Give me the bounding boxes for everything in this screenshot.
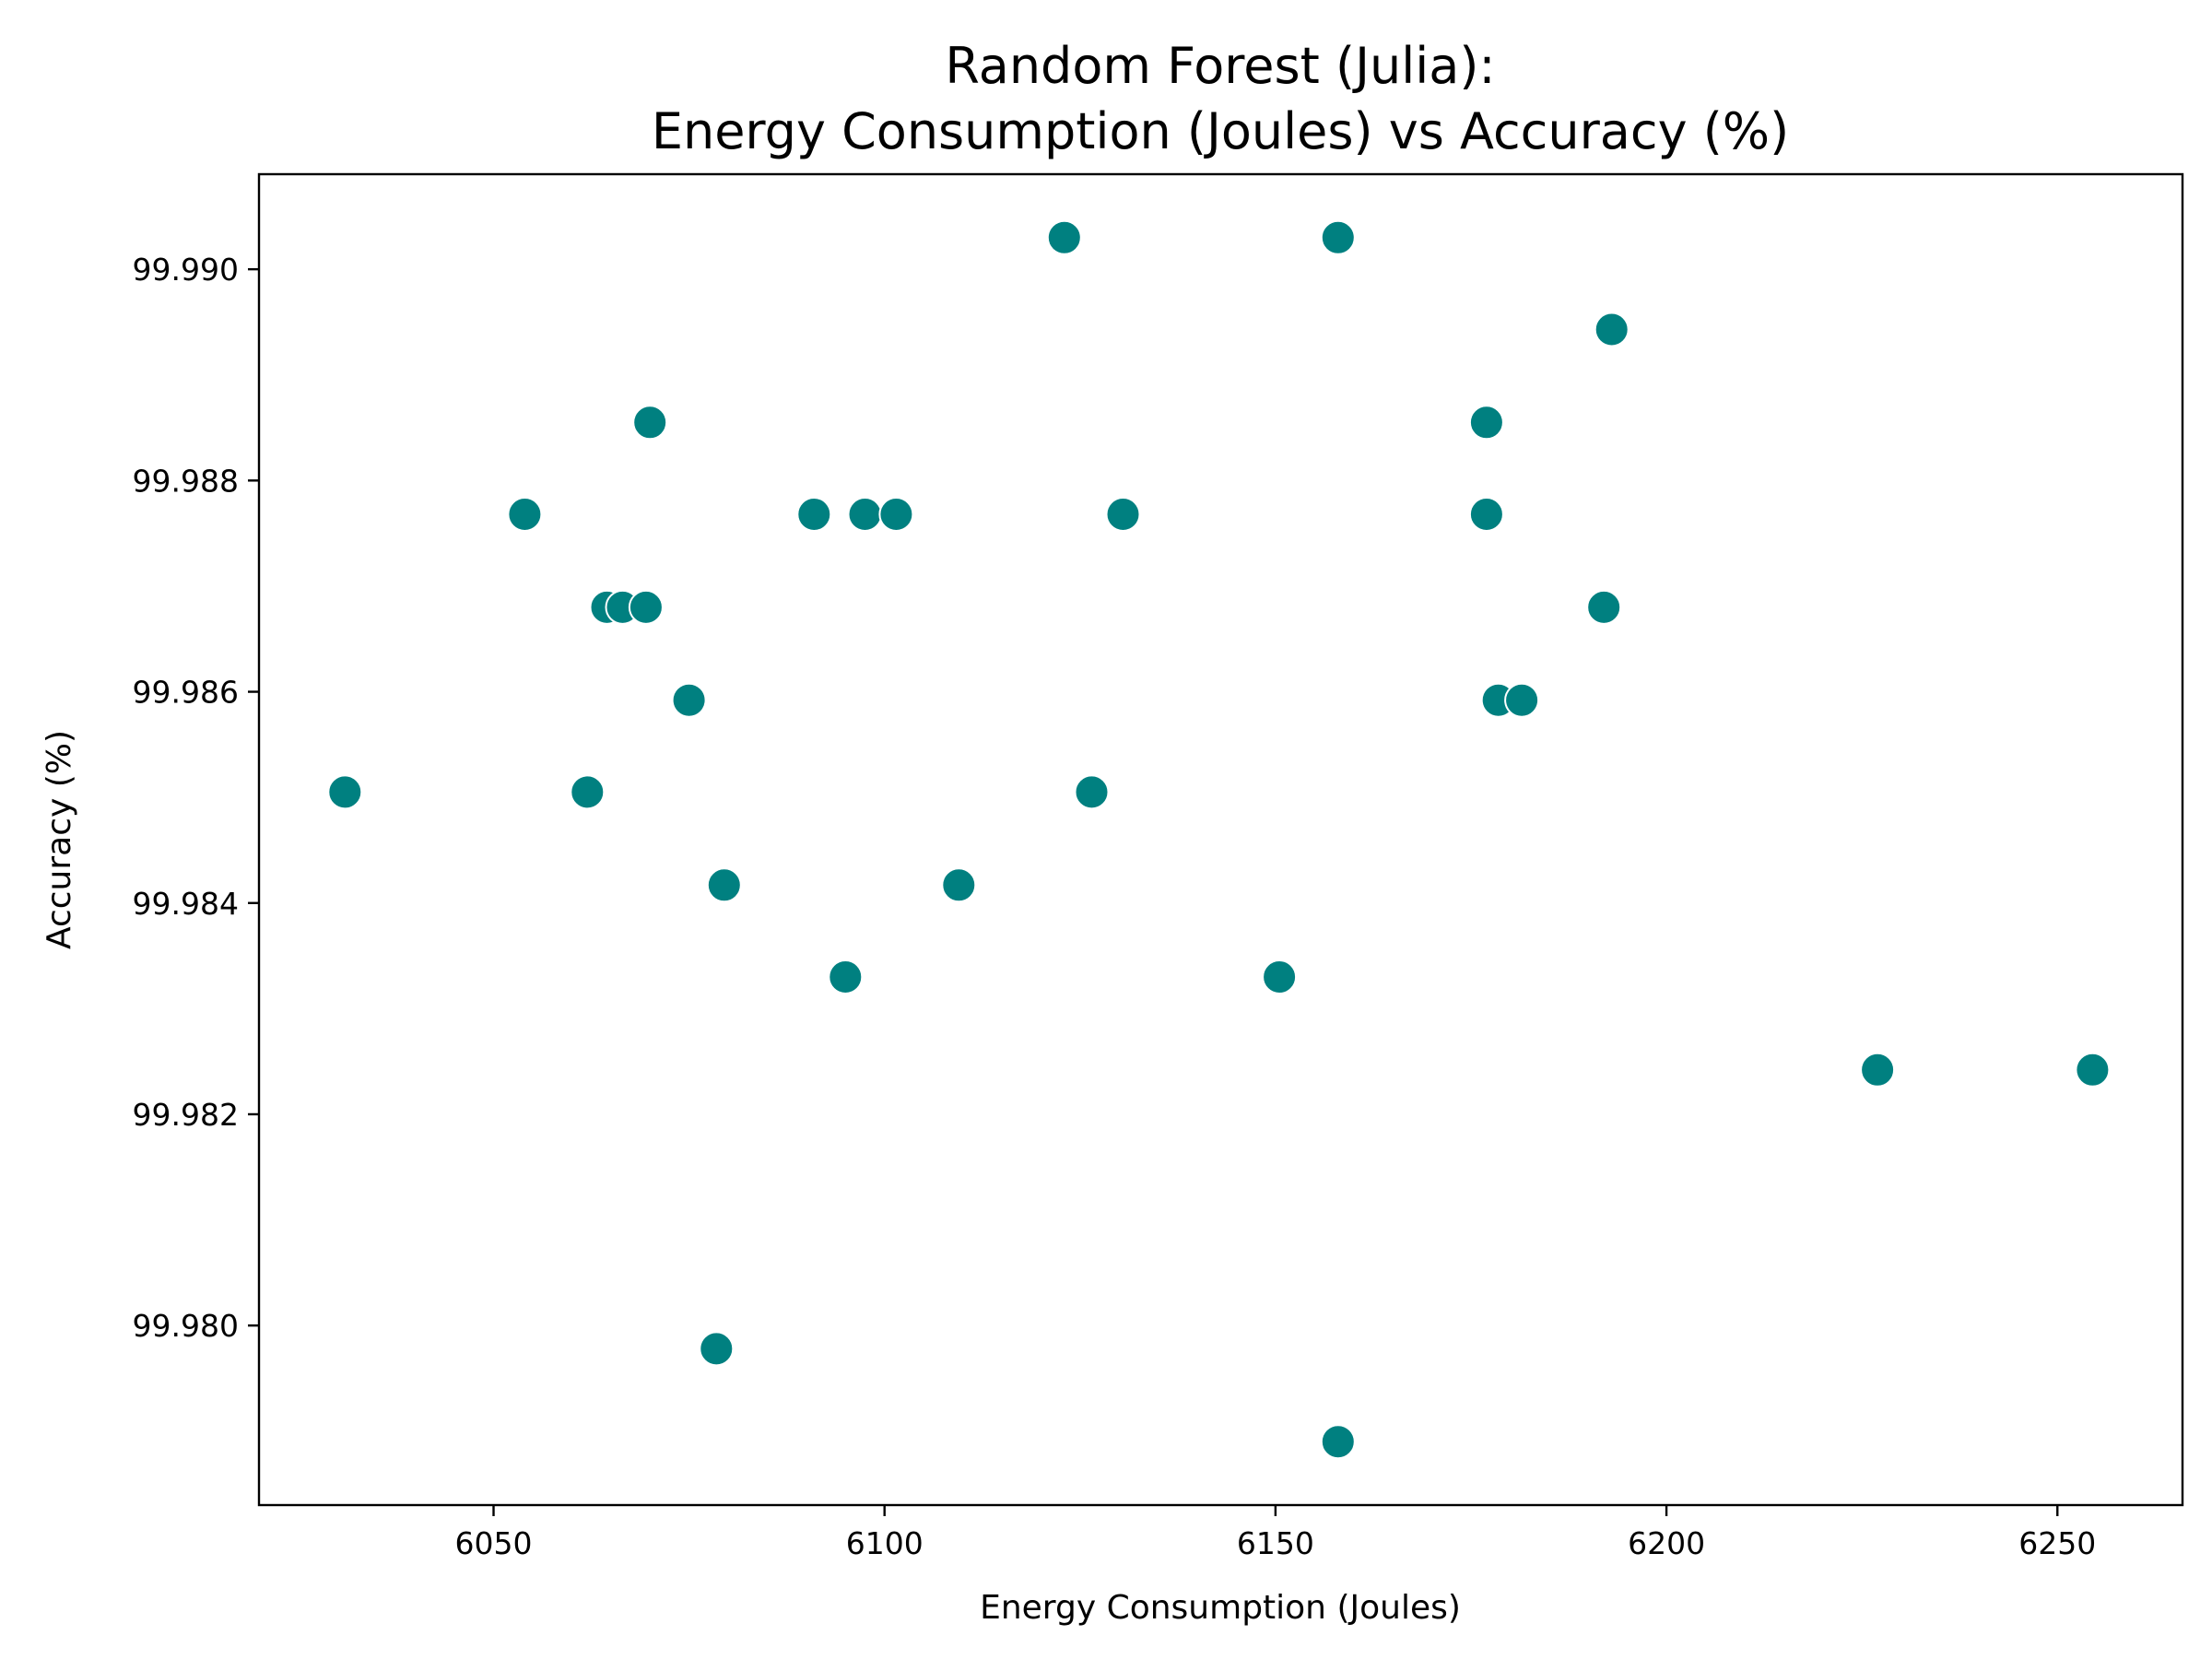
data-point-18 xyxy=(1105,497,1141,532)
data-point-7 xyxy=(632,405,668,441)
y-tick-label-5: 99.988 xyxy=(133,463,239,499)
data-point-12 xyxy=(828,959,864,994)
y-tick-label-4: 99.986 xyxy=(133,675,239,711)
y-axis-ticks: 99.980 99.982 99.984 99.986 99.988 99.990 xyxy=(133,252,259,1344)
data-point-14 xyxy=(878,497,914,532)
data-point-15 xyxy=(941,867,977,903)
data-point-10 xyxy=(706,867,742,903)
x-tick-label-3: 6150 xyxy=(1237,1525,1314,1561)
data-point-1 xyxy=(327,774,363,810)
x-axis-ticks: 6050 6100 6150 6200 6250 xyxy=(455,1505,2096,1561)
x-tick-label-5: 6250 xyxy=(2018,1525,2096,1561)
y-tick-label-6: 99.990 xyxy=(133,252,239,288)
data-point-21 xyxy=(1320,1424,1356,1460)
data-point-27 xyxy=(1594,312,1630,347)
x-tick-label-1: 6050 xyxy=(455,1525,533,1561)
chart-title-line-1: Random Forest (Julia): xyxy=(945,37,1495,95)
data-point-23 xyxy=(1468,497,1504,532)
data-point-26 xyxy=(1586,589,1622,625)
data-point-8 xyxy=(671,682,707,718)
data-point-20 xyxy=(1320,219,1356,255)
y-axis-label: Accuracy (%) xyxy=(41,730,78,949)
x-tick-label-4: 6200 xyxy=(1628,1525,1705,1561)
data-point-2 xyxy=(507,497,543,532)
x-axis-label: Energy Consumption (Joules) xyxy=(980,1589,1461,1627)
data-points xyxy=(327,219,2111,1460)
data-point-6 xyxy=(628,589,664,625)
data-point-22 xyxy=(1468,405,1504,441)
data-point-25 xyxy=(1504,682,1540,718)
data-point-29 xyxy=(2075,1052,2111,1088)
data-point-28 xyxy=(1860,1052,1896,1088)
data-point-9 xyxy=(699,1331,735,1367)
data-point-3 xyxy=(570,774,606,810)
x-tick-label-2: 6100 xyxy=(846,1525,924,1561)
data-point-13 xyxy=(847,497,883,532)
data-point-16 xyxy=(1046,219,1082,255)
data-point-19 xyxy=(1262,959,1298,994)
y-tick-label-2: 99.982 xyxy=(133,1097,239,1133)
data-point-11 xyxy=(796,497,832,532)
chart-title-line-2: Energy Consumption (Joules) vs Accuracy … xyxy=(652,102,1789,160)
plot-area-frame xyxy=(257,172,2184,1507)
data-point-17 xyxy=(1074,774,1110,810)
y-tick-label-1: 99.980 xyxy=(133,1308,239,1344)
y-tick-label-3: 99.984 xyxy=(133,886,239,922)
